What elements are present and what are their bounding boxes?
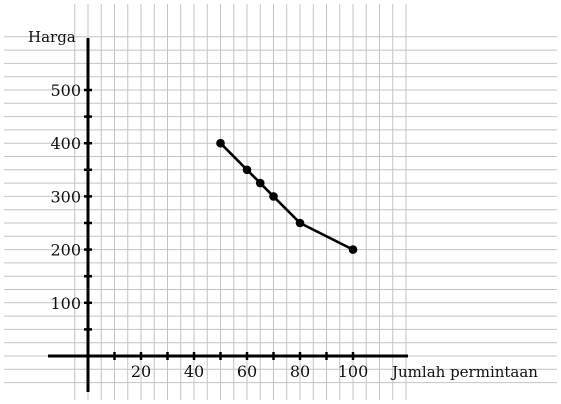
grid bbox=[4, 4, 557, 400]
y-tick-label: 200 bbox=[50, 241, 81, 260]
y-tick-label: 300 bbox=[50, 187, 81, 206]
series-demand bbox=[216, 138, 358, 254]
axis-ticks: 20 40 60 80 100 100 200 300 400 500 bbox=[50, 81, 368, 381]
x-axis-label: Jumlah permintaan bbox=[390, 363, 538, 381]
y-tick-label: 400 bbox=[50, 134, 81, 153]
y-tick-label: 100 bbox=[50, 294, 81, 313]
data-point bbox=[348, 245, 358, 254]
x-tick-label: 60 bbox=[237, 362, 257, 381]
data-point bbox=[242, 165, 252, 175]
x-tick-label: 100 bbox=[338, 362, 369, 381]
y-tick-label: 500 bbox=[50, 81, 81, 100]
x-tick-label: 40 bbox=[184, 362, 204, 381]
x-tick-label: 80 bbox=[290, 362, 310, 381]
data-point bbox=[255, 178, 265, 188]
data-point bbox=[295, 218, 305, 228]
x-tick-label: 20 bbox=[131, 362, 151, 381]
series-line bbox=[219, 142, 354, 251]
data-point bbox=[216, 138, 225, 148]
y-axis-label: Harga bbox=[28, 28, 76, 46]
data-point bbox=[269, 192, 278, 201]
